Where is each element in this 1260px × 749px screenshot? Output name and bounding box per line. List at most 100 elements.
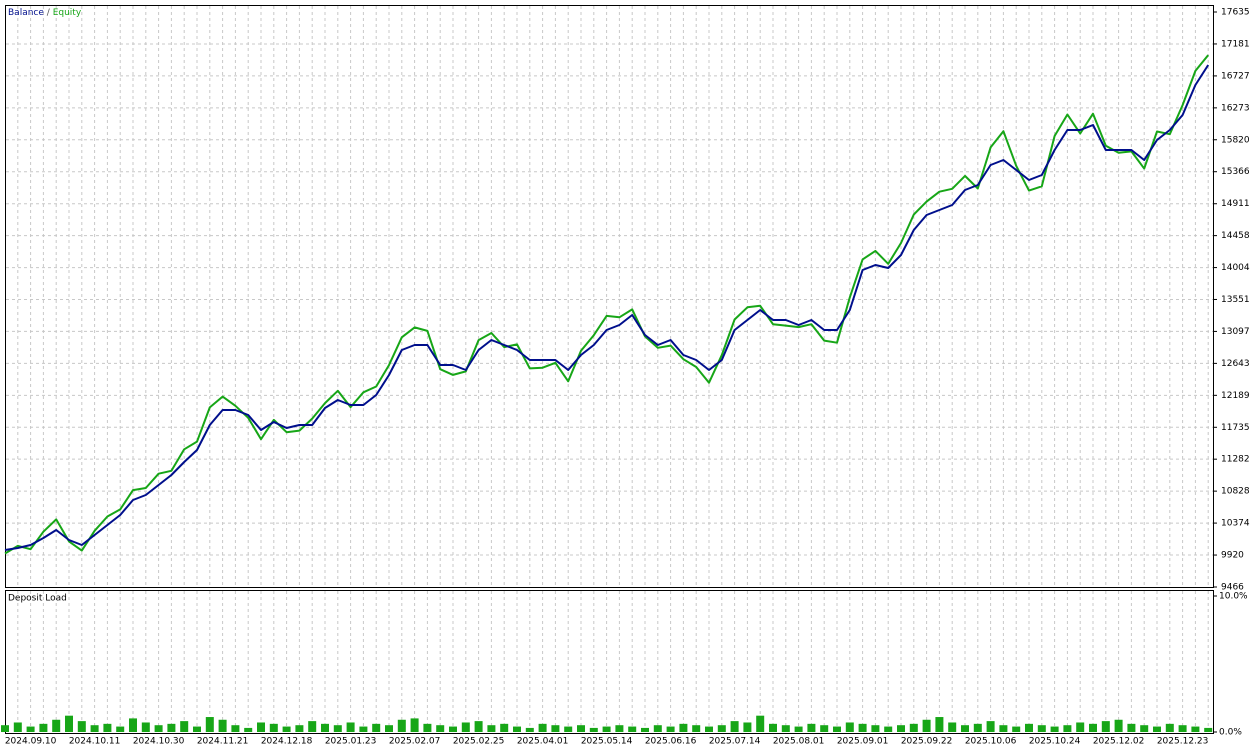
deposit-bar	[436, 725, 445, 732]
deposit-bar	[385, 725, 393, 732]
y-tick-label: 11282	[1221, 455, 1250, 465]
y-tick-label: 16727	[1221, 71, 1250, 81]
deposit-bar	[410, 718, 419, 732]
deposit-bar	[909, 723, 918, 732]
x-tick-label: 2024.11.21	[197, 737, 249, 747]
deposit-bar	[1127, 723, 1136, 732]
deposit-bar	[692, 725, 701, 732]
deposit-bar	[321, 723, 329, 732]
deposit-bar	[154, 725, 163, 732]
legend-balance: Balance	[8, 8, 44, 18]
deposit-bar	[551, 725, 560, 732]
y-tick-label: 14911	[1221, 199, 1250, 209]
deposit-bar	[564, 726, 573, 732]
deposit-bar	[39, 723, 48, 732]
deposit-bar	[897, 725, 905, 732]
y-tick-label: 14004	[1221, 263, 1250, 273]
deposit-bar	[1204, 727, 1213, 732]
deposit-bar	[730, 721, 739, 732]
deposit-bar	[961, 725, 969, 732]
deposit-bar	[397, 719, 406, 732]
y-tick-label: 10.0%	[1219, 592, 1248, 602]
deposit-bar	[52, 719, 61, 732]
deposit-bar	[615, 725, 624, 732]
y-tick-label: 9920	[1221, 551, 1244, 561]
deposit-bar	[756, 715, 765, 732]
deposit-bar	[1037, 725, 1046, 732]
deposit-bar	[423, 723, 432, 732]
deposit-bar	[653, 725, 662, 732]
deposit-bar	[538, 723, 547, 732]
deposit-bar	[666, 726, 675, 732]
deposit-bar	[500, 723, 509, 732]
y-tick-label: 15820	[1221, 135, 1250, 145]
deposit-bar	[602, 726, 611, 732]
deposit-bar	[372, 723, 381, 732]
y-tick-label: 12189	[1221, 391, 1250, 401]
panel-title: Deposit Load	[8, 594, 67, 604]
deposit-bar	[308, 721, 317, 732]
marks-layer	[1, 54, 1213, 732]
deposit-bar	[257, 722, 265, 732]
x-tick-label: 2025.06.16	[645, 737, 697, 747]
deposit-bar	[77, 721, 86, 732]
deposit-bar	[1153, 726, 1161, 732]
deposit-bar	[205, 717, 214, 732]
legend-equity: Equity	[53, 8, 82, 18]
y-tick-label: 9466	[1221, 583, 1244, 593]
deposit-bar	[986, 721, 995, 732]
legend: Balance / Equity	[8, 8, 82, 18]
deposit-bar	[1076, 722, 1085, 732]
deposit-bar	[282, 726, 291, 732]
deposit-bar	[628, 726, 637, 732]
deposit-bar	[1012, 726, 1021, 732]
y-tick-label: 13097	[1221, 327, 1250, 337]
deposit-bar	[973, 723, 982, 732]
deposit-bar	[884, 726, 893, 732]
y-tick-label: 0.0%	[1219, 728, 1242, 738]
deposit-bar	[1, 725, 9, 732]
deposit-bar	[705, 726, 713, 732]
x-tick-label: 2025.05.14	[581, 737, 633, 747]
deposit-bar	[871, 725, 880, 732]
deposit-bar	[1050, 726, 1059, 732]
y-tick-label: 10828	[1221, 487, 1250, 497]
deposit-bar	[449, 726, 457, 732]
deposit-bar	[641, 727, 649, 732]
deposit-bar	[167, 723, 176, 732]
deposit-bar	[359, 726, 368, 732]
deposit-bar	[589, 727, 598, 732]
deposit-bar	[129, 718, 137, 732]
deposit-bar	[90, 725, 99, 732]
x-tick-label: 2025.02.07	[389, 737, 441, 747]
y-tick-label: 17635	[1221, 8, 1250, 18]
deposit-bar	[717, 725, 726, 732]
main-panel	[5, 5, 1214, 588]
deposit-bar	[474, 721, 483, 732]
deposit-bar	[116, 726, 125, 732]
deposit-bar	[1165, 723, 1174, 732]
grid-layer	[6, 6, 1213, 733]
y-tick-label: 10374	[1221, 519, 1250, 529]
deposit-bar	[1191, 726, 1200, 732]
x-tick-label: 2025.12.02	[1093, 737, 1145, 747]
deposit-bar	[244, 727, 253, 732]
x-tick-label: 2025.12.23	[1157, 737, 1209, 747]
deposit-bar	[679, 723, 688, 732]
deposit-bar	[935, 717, 944, 732]
deposit-bar	[1178, 725, 1187, 732]
x-tick-label: 2025.02.25	[453, 737, 505, 747]
deposit-bar	[346, 722, 355, 732]
legend-separator: /	[47, 8, 51, 18]
deposit-bar	[13, 722, 22, 732]
y-tick-label: 17181	[1221, 39, 1250, 49]
deposit-bar	[193, 726, 201, 732]
deposit-bar	[794, 726, 803, 732]
series-line	[4, 54, 1209, 555]
x-tick-label: 2024.09.10	[5, 737, 57, 747]
deposit-bar	[26, 726, 35, 732]
x-tick-label: 2024.10.30	[133, 737, 185, 747]
y-tick-label: 12643	[1221, 359, 1250, 369]
